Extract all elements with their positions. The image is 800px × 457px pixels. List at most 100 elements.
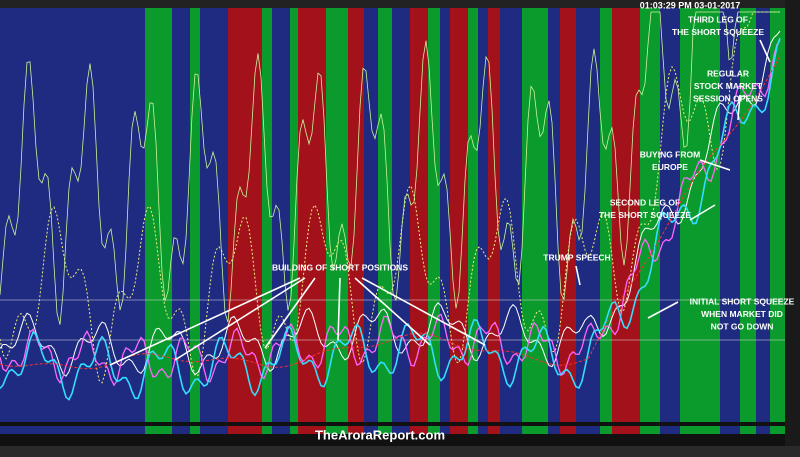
pointer (737, 94, 741, 121)
time-axis (0, 446, 800, 457)
trace (0, 30, 781, 377)
strip-band (468, 426, 478, 434)
annotation-line: REGULAR (707, 68, 749, 78)
band (468, 8, 478, 422)
bottom-indicator (0, 426, 785, 434)
strip-band (560, 426, 576, 434)
pointer (361, 277, 486, 346)
strip-band (680, 426, 720, 434)
annotations: THIRD LEG OF THE SHORT SQUEEZE REGULAR STOC… (272, 14, 795, 331)
pointer (264, 277, 316, 349)
strip-band (262, 426, 272, 434)
strip-band (500, 426, 522, 434)
band (364, 8, 378, 422)
strip-band (770, 426, 785, 434)
annotation-line: STOCK MARKET (694, 81, 763, 91)
timestamp: 01:03:29 PM 03-01-2017 (640, 0, 741, 10)
pointer (109, 277, 301, 366)
band (0, 8, 145, 422)
pointer (575, 265, 581, 286)
band (720, 8, 740, 422)
band (740, 8, 756, 422)
band (478, 8, 488, 422)
strip-band (720, 426, 740, 434)
band (488, 8, 500, 422)
band (522, 8, 548, 422)
band (262, 8, 272, 422)
strip-band (200, 426, 228, 434)
band (290, 8, 298, 422)
band (548, 8, 560, 422)
band (392, 8, 410, 422)
strip-band (600, 426, 612, 434)
pointer (759, 39, 771, 63)
pointer (337, 277, 341, 341)
strip-band (298, 426, 326, 434)
pointer (689, 204, 716, 221)
watermark: TheAroraReport.com (315, 427, 445, 442)
band (612, 8, 640, 422)
strip-band (548, 426, 560, 434)
pointer (647, 301, 679, 319)
annotation-line: THE SHORT SQUEEZE (672, 27, 764, 37)
band (440, 8, 450, 422)
annotation-line: SECOND LEG OF (610, 197, 680, 207)
band (500, 8, 522, 422)
price-axis (785, 0, 800, 457)
annotation-line: EUROPE (652, 162, 688, 172)
strip-band (478, 426, 488, 434)
color-bands (0, 8, 785, 422)
strip-band (660, 426, 680, 434)
strip-band (740, 426, 756, 434)
strip-band (428, 426, 440, 434)
pointer (699, 159, 731, 171)
strip-band (326, 426, 348, 434)
strip-band (290, 426, 298, 434)
strip-band (364, 426, 378, 434)
annotation-line: TRUMP SPEECH (543, 252, 610, 262)
strip-band (450, 426, 468, 434)
strip-band (640, 426, 660, 434)
annotation-line: THE SHORT SQUEEZE (599, 210, 691, 220)
strip-band (522, 426, 548, 434)
band (640, 8, 660, 422)
annotation-line: BUILDING OF SHORT POSITIONS (272, 262, 408, 272)
strip-band (190, 426, 200, 434)
strip-band (392, 426, 410, 434)
annotation-line: INITIAL SHORT SQUEEZE (690, 296, 795, 306)
strip-band (378, 426, 392, 434)
strip-band (576, 426, 600, 434)
band (378, 8, 392, 422)
strip-band (172, 426, 190, 434)
annotation-line: SESSION OPENS (693, 93, 763, 103)
band (145, 8, 172, 422)
band (680, 8, 720, 422)
strip-band (488, 426, 500, 434)
strip-band (228, 426, 262, 434)
trace (0, 37, 781, 401)
trace (0, 11, 780, 325)
band (756, 8, 770, 422)
top-bar (0, 0, 800, 8)
annotation-line: THIRD LEG OF (688, 14, 748, 24)
band (410, 8, 428, 422)
pointer (354, 277, 431, 346)
band (560, 8, 576, 422)
band (326, 8, 348, 422)
strip-band (756, 426, 770, 434)
trace (0, 40, 781, 387)
band (172, 8, 190, 422)
strip-band (145, 426, 172, 434)
band (660, 8, 680, 422)
strip-band (410, 426, 428, 434)
band (190, 8, 200, 422)
band (770, 8, 785, 422)
annotation-line: BUYING FROM (640, 149, 700, 159)
band (450, 8, 468, 422)
strip-band (0, 426, 145, 434)
pointer (174, 277, 306, 361)
band (576, 8, 600, 422)
annotation-line: NOT GO DOWN (711, 321, 774, 331)
strip-band (272, 426, 290, 434)
